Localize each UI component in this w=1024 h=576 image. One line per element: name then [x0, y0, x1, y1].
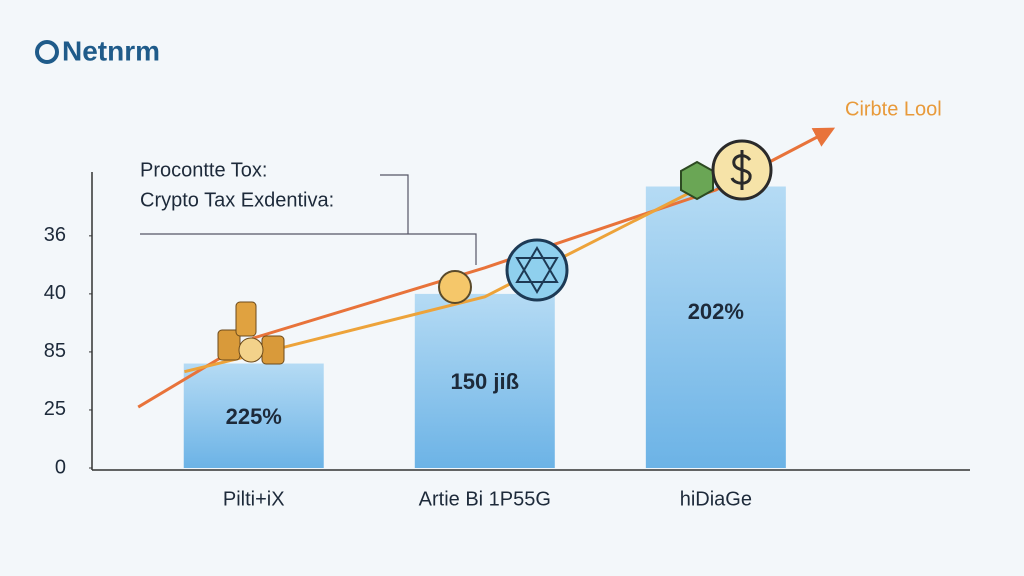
bar-text: 225% — [226, 404, 282, 429]
y-tick-label: 25 — [44, 398, 66, 420]
bar-text: 150 jiß — [451, 369, 519, 394]
coin — [438, 270, 472, 304]
trend-line — [184, 186, 701, 374]
x-tick-label: hiDiaGe — [680, 488, 752, 510]
y-tick-label: 85 — [44, 340, 66, 362]
bar-text: 202% — [688, 299, 744, 324]
y-tick-label: 40 — [44, 282, 66, 304]
crystal-coin — [505, 238, 569, 302]
legend-label: Cirbte Lool — [845, 98, 942, 120]
x-tick-label: Artie Bi 1P55G — [419, 488, 551, 510]
callout-bracket — [140, 174, 477, 265]
callout-line: Procontte Tox: — [140, 159, 267, 181]
icons — [217, 139, 773, 365]
x-tick-label: Pilti+iX — [223, 488, 285, 510]
plot: 0 25 85 40 36 Pilti+iX Artie Bi 1P55G hiDiaGe 22… — [44, 127, 836, 510]
bar — [183, 363, 324, 468]
callout-line: Crypto Tax Exdentiva: — [140, 189, 334, 211]
hex-coin — [680, 160, 714, 201]
brand: Netnrm — [62, 35, 160, 66]
dollar-coin — [711, 139, 773, 201]
coin-stack — [217, 301, 285, 365]
y-tick-label: 0 — [55, 456, 66, 478]
bar — [414, 293, 555, 468]
logo-icon — [35, 40, 59, 64]
bar — [645, 186, 786, 468]
y-tick-label: 36 — [44, 224, 66, 246]
